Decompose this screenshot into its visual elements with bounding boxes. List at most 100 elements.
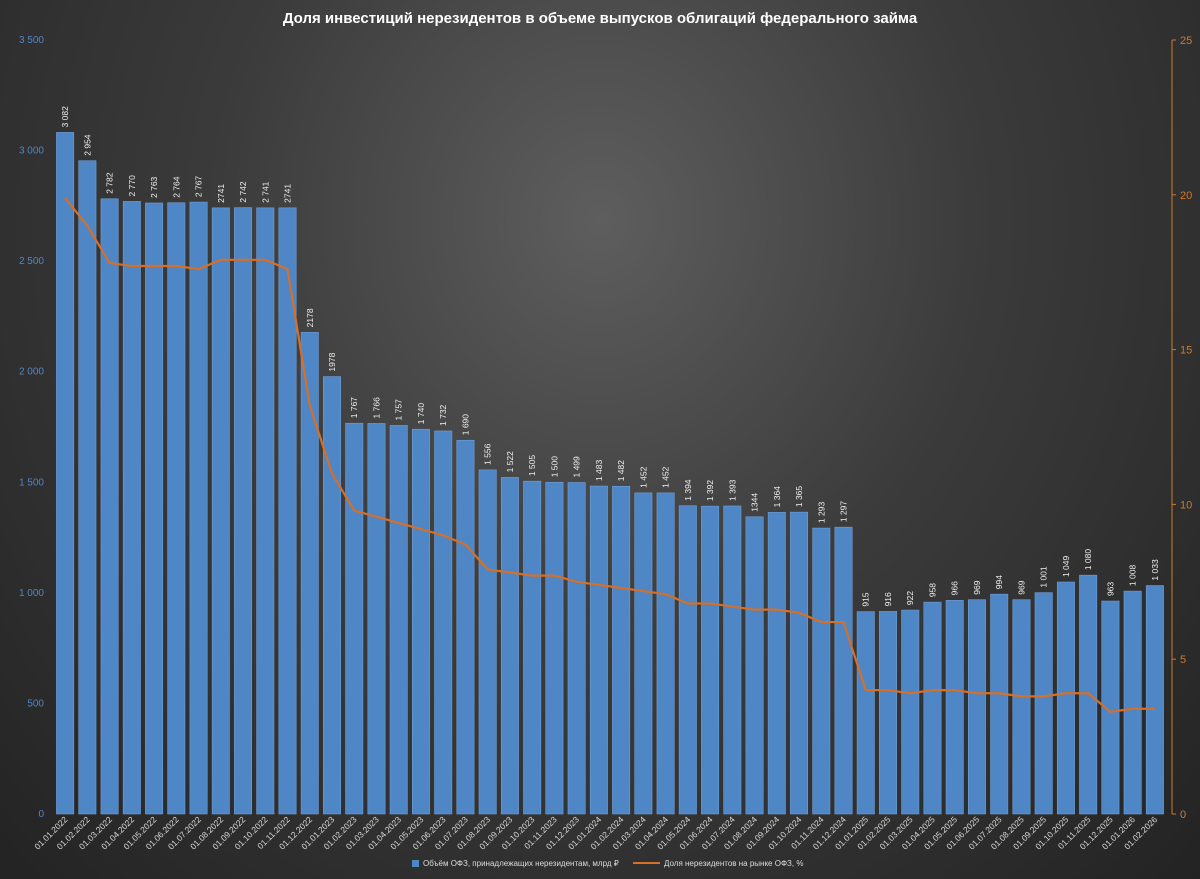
bar [834,526,853,815]
bar [367,423,386,815]
bar [145,202,164,815]
bar-data-label: 1 452 [638,466,648,488]
legend-line-label: Доля нерезидентов на рынке ОФЗ, % [664,859,803,868]
y-left-tick-label: 1 500 [19,477,44,488]
bar [1034,592,1053,815]
bar [411,428,430,815]
bar [478,469,497,815]
bar-data-label: 2 742 [238,181,248,203]
bar [122,201,141,815]
bar [100,198,119,815]
bar-data-label: 1 297 [839,501,849,523]
bar-data-label: 2 763 [149,176,159,198]
bar [745,516,764,815]
bar [1012,599,1031,815]
bar-data-label: 2 770 [127,175,137,197]
bar-data-label: 1 732 [438,404,448,426]
bar-data-label: 1344 [750,493,760,512]
bar-data-label: 1 767 [349,397,359,419]
bar [500,477,519,815]
bar [1145,585,1164,815]
legend: Объём ОФЗ, принадлежащих нерезидентам, м… [412,859,803,868]
bar-data-label: 2741 [283,184,293,203]
bar-data-label: 2 741 [260,181,270,203]
bar-data-label: 2 764 [171,176,181,198]
bar [790,511,809,815]
bar-data-label: 1 483 [594,460,604,482]
bar [723,505,742,815]
y-left-tick-label: 500 [27,698,44,709]
bar-data-label: 1 500 [549,456,559,478]
bar [812,527,831,815]
bar [389,425,408,815]
bar-data-label: 1 080 [1083,549,1093,571]
bar-data-label: 2 954 [82,134,92,156]
right-axis: 0 5 10 15 20 25 [1172,35,1192,821]
bar-data-label: 1 365 [794,486,804,508]
bar-data-label: 3 082 [60,106,70,128]
bar-data-label: 1 392 [705,480,715,502]
bar-data-label: 1 452 [661,466,671,488]
bar-data-label: 922 [905,591,915,605]
bar-data-label: 916 [883,592,893,606]
bar-data-label: 2741 [216,184,226,203]
bar-data-label: 1 364 [772,486,782,508]
bar-data-label: 966 [950,581,960,595]
bar [345,422,364,815]
bar [901,609,920,815]
y-right-tick-label: 5 [1180,654,1186,666]
bar [634,492,653,815]
y-left-tick-label: 2 500 [19,256,44,267]
bar-data-label: 969 [972,580,982,594]
line-series [64,197,1155,713]
bar-series [56,132,1164,815]
bar [701,505,720,815]
y-left-tick-label: 1 000 [19,588,44,599]
legend-bar-swatch [412,860,419,867]
bar-data-label: 1 505 [527,455,537,477]
y-right-tick-label: 10 [1180,499,1192,511]
bar [923,601,942,815]
bar-data-label: 915 [861,592,871,606]
y-left-tick-label: 3 500 [19,35,44,46]
bar-data-label: 2 782 [105,172,115,194]
bar [434,430,453,815]
bar-data-label: 1 690 [460,414,470,436]
bar-data-label: 1 757 [394,399,404,421]
bar-data-label: 2 767 [194,176,204,198]
bar [300,332,319,815]
bar-data-label: 1 393 [727,479,737,501]
bar [678,505,697,815]
bar-data-label: 1 766 [371,397,381,419]
bar [990,593,1009,815]
bar [456,439,475,815]
bar [211,207,230,815]
bar [1056,581,1075,815]
bar [589,485,608,815]
bar-data-label: 1 556 [483,443,493,465]
bar-data-label: 1 482 [616,460,626,482]
bar [1101,600,1120,815]
bar [879,611,897,815]
bar-data-label: 1 049 [1061,555,1071,577]
bar [767,512,786,815]
bar-data-label: 963 [1105,582,1115,596]
bar [167,202,186,815]
bar [323,376,341,815]
bar-data-label: 1978 [327,352,337,371]
line-path [64,197,1155,713]
y-left-tick-label: 2 000 [19,367,44,378]
y-right-tick-label: 0 [1180,809,1186,821]
chart-title: Доля инвестиций нерезидентов в объеме вы… [283,10,918,27]
bar [656,492,675,815]
bar-data-label: 2178 [305,308,315,327]
left-axis: 0 500 1 000 1 500 2 000 2 500 3 000 3 500 [19,35,44,820]
bar [856,611,875,815]
bar [234,207,253,815]
bar [56,132,75,815]
bar-data-label: 1 293 [816,502,826,524]
y-left-tick-label: 0 [38,809,44,820]
bar-data-label: 1 522 [505,451,515,473]
bar [278,207,297,815]
